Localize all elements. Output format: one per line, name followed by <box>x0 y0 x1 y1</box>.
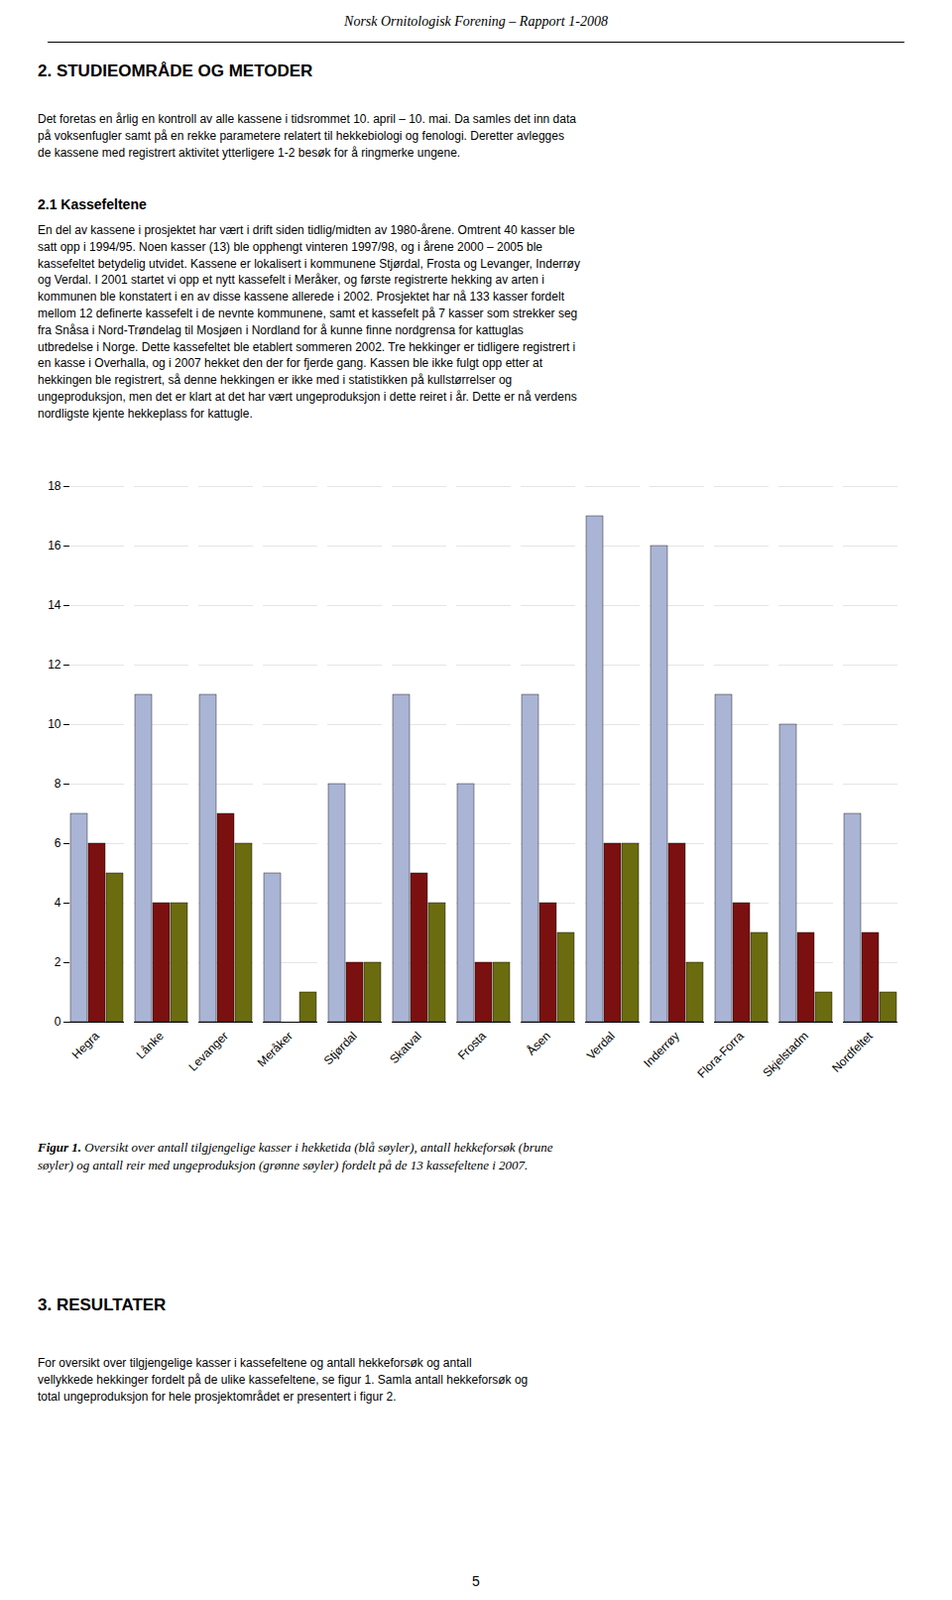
html-text:For oversikt over tilgjengelig: For oversikt over tilgjengelige kasser i… <box>37 1355 528 1403</box>
html-text:3. RESULTATER: 3. RESULTATER <box>37 1295 167 1314</box>
html-text:2. STUDIEOMRÅDE OG METODER: 2. STUDIEOMRÅDE OG METODER <box>37 61 313 81</box>
svg-text:8: 8 <box>54 776 62 791</box>
svg-text:18: 18 <box>47 478 62 493</box>
svg-text:10: 10 <box>47 716 62 731</box>
svg-text:14: 14 <box>47 597 62 612</box>
svg-text:Hegra: Hegra <box>69 1028 103 1062</box>
svg-text:2: 2 <box>54 954 62 969</box>
html-text:Det foretas en årlig en kontro: Det foretas en årlig en kontroll av alle… <box>37 112 577 160</box>
svg-text:Nordfeltet: Nordfeltet <box>829 1028 876 1075</box>
svg-text:Flora-Forra: Flora-Forra <box>694 1028 747 1081</box>
svg-text:Skjelstadm: Skjelstadm <box>759 1028 811 1079</box>
svg-text:Frosta: Frosta <box>455 1028 489 1063</box>
svg-text:Meråker: Meråker <box>254 1028 296 1070</box>
html-text:En del av kassene i prosjektet: En del av kassene i prosjektet har vært … <box>37 223 581 421</box>
html-text:Figur 1. Oversikt over antall: Figur 1. Oversikt over antall tilgjengel… <box>37 1139 553 1172</box>
svg-text:Verdal: Verdal <box>584 1028 618 1063</box>
html-text:5: 5 <box>472 1572 480 1589</box>
svg-text:Skatval: Skatval <box>386 1028 425 1067</box>
svg-text:6: 6 <box>54 835 62 850</box>
svg-text:4: 4 <box>54 895 62 910</box>
svg-text:Levanger: Levanger <box>186 1028 232 1073</box>
svg-text:Lånke: Lånke <box>133 1028 167 1062</box>
svg-text:12: 12 <box>47 657 62 672</box>
html-text:2.1 Kassefeltene: 2.1 Kassefeltene <box>37 196 147 213</box>
html-text:Norsk Ornitologisk Forening –: Norsk Ornitologisk Forening – Rapport 1-… <box>344 13 608 29</box>
svg-text:Inderrøy: Inderrøy <box>640 1028 682 1070</box>
svg-text:16: 16 <box>47 538 62 553</box>
svg-text:Åsen: Åsen <box>523 1028 554 1059</box>
svg-text:Stjørdal: Stjørdal <box>321 1028 360 1068</box>
svg-text:0: 0 <box>54 1014 62 1029</box>
